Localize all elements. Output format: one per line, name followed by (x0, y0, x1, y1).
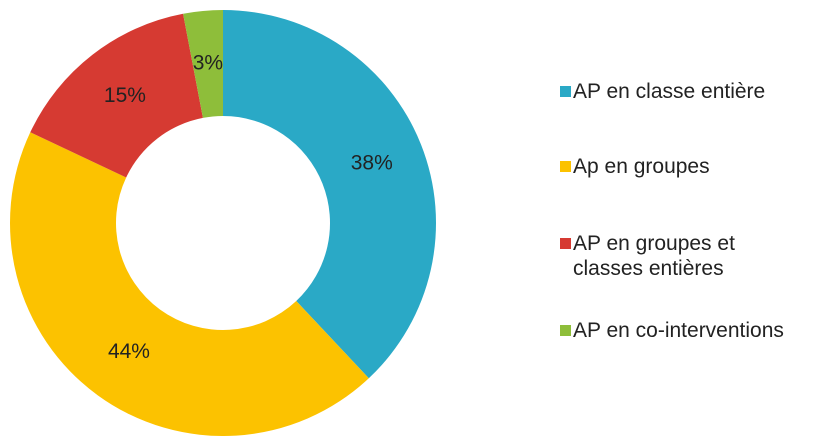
legend-item: Ap en groupes (560, 154, 710, 179)
data-label: 15% (104, 84, 146, 107)
legend-swatch (560, 161, 571, 172)
legend-label: AP en groupes et classes entières (573, 232, 735, 280)
data-label: 44% (108, 340, 150, 363)
legend-label: AP en classe entière (573, 80, 766, 103)
legend-label: Ap en groupes (573, 155, 710, 178)
chart: 38% 44% 15% 3% (10, 10, 437, 436)
donut-slice (223, 10, 437, 379)
legend-swatch (560, 86, 571, 97)
donut-slice (10, 132, 369, 436)
data-label: 3% (193, 51, 223, 74)
legend-swatch (560, 238, 571, 249)
legend-item: AP en groupes et classes entières (560, 231, 773, 281)
data-label: 38% (351, 152, 393, 175)
legend-label: AP en co-interventions (573, 319, 784, 342)
legend-swatch (560, 325, 571, 336)
legend-item: AP en co-interventions (560, 318, 784, 343)
legend-item: AP en classe entière (560, 79, 765, 104)
donut-slice (30, 13, 203, 178)
donut-slice (183, 10, 223, 118)
